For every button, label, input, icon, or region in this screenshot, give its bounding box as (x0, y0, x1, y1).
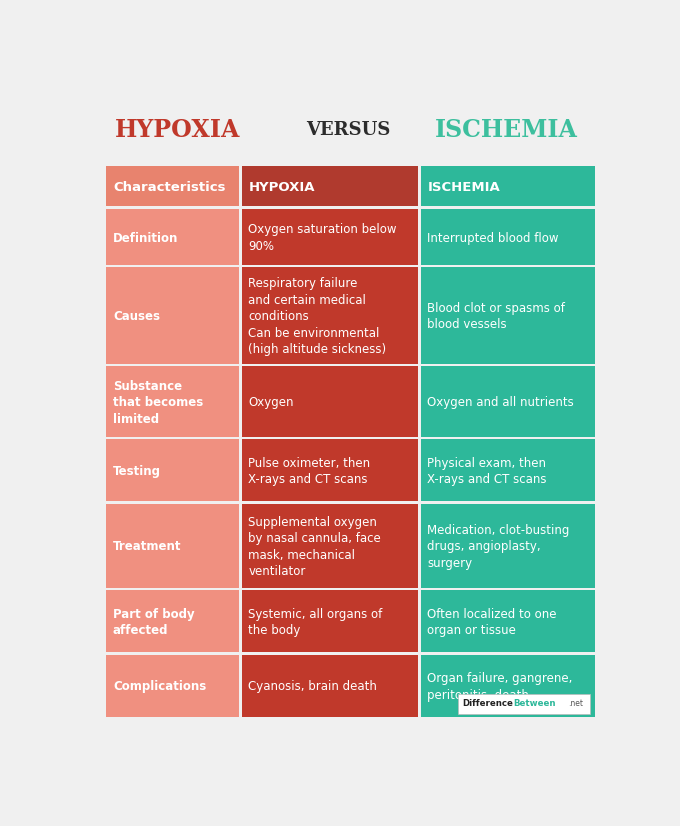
Bar (241, 267, 418, 363)
Bar (421, 209, 595, 264)
Text: Organ failure, gangrene,
peritonitis, death: Organ failure, gangrene, peritonitis, de… (428, 672, 573, 702)
Bar (106, 504, 239, 587)
Text: Characteristics: Characteristics (113, 181, 226, 194)
Text: HYPOXIA: HYPOXIA (248, 181, 315, 194)
Bar (421, 504, 595, 587)
Text: .net: .net (568, 700, 583, 709)
Text: HYPOXIA: HYPOXIA (114, 117, 240, 141)
Text: Cyanosis, brain death: Cyanosis, brain death (248, 681, 377, 694)
Text: Physical exam, then
X-rays and CT scans: Physical exam, then X-rays and CT scans (428, 457, 547, 487)
Bar (241, 366, 418, 437)
Text: Blood clot or spasms of
blood vessels: Blood clot or spasms of blood vessels (428, 301, 565, 331)
Text: Oxygen: Oxygen (248, 396, 294, 409)
Text: Definition: Definition (113, 231, 178, 244)
Bar (241, 166, 418, 206)
Bar (421, 590, 595, 652)
Text: Causes: Causes (113, 310, 160, 323)
Bar (241, 504, 418, 587)
Text: Difference: Difference (462, 700, 513, 709)
Bar (458, 694, 590, 714)
Bar (241, 590, 418, 652)
Text: Interrupted blood flow: Interrupted blood flow (428, 231, 559, 244)
Text: Part of body
affected: Part of body affected (113, 608, 194, 637)
Bar (106, 366, 239, 437)
Text: Treatment: Treatment (113, 540, 182, 553)
Bar (421, 439, 595, 501)
Text: Respiratory failure
and certain medical
conditions
Can be environmental
(high al: Respiratory failure and certain medical … (248, 277, 386, 356)
Text: Systemic, all organs of
the body: Systemic, all organs of the body (248, 608, 383, 637)
Bar (421, 366, 595, 437)
Bar (106, 209, 239, 264)
Bar (106, 267, 239, 363)
Bar (421, 267, 595, 363)
Text: Medication, clot-busting
drugs, angioplasty,
surgery: Medication, clot-busting drugs, angiopla… (428, 524, 570, 570)
Bar (106, 590, 239, 652)
Text: Between: Between (513, 700, 556, 709)
Text: ISCHEMIA: ISCHEMIA (428, 181, 500, 194)
Text: Pulse oximeter, then
X-rays and CT scans: Pulse oximeter, then X-rays and CT scans (248, 457, 371, 487)
Text: Substance
that becomes
limited: Substance that becomes limited (113, 380, 203, 425)
Text: Oxygen and all nutrients: Oxygen and all nutrients (428, 396, 574, 409)
Bar (241, 439, 418, 501)
Text: Often localized to one
organ or tissue: Often localized to one organ or tissue (428, 608, 557, 637)
Text: Oxygen saturation below
90%: Oxygen saturation below 90% (248, 223, 397, 253)
Text: ISCHEMIA: ISCHEMIA (435, 117, 578, 141)
Bar (106, 166, 239, 206)
Bar (421, 655, 595, 717)
Text: Complications: Complications (113, 681, 206, 694)
Bar (106, 655, 239, 717)
Bar (241, 655, 418, 717)
Bar (421, 166, 595, 206)
Bar (241, 209, 418, 264)
Bar (106, 439, 239, 501)
Text: VERSUS: VERSUS (306, 121, 391, 139)
Text: Testing: Testing (113, 465, 161, 478)
Text: Supplemental oxygen
by nasal cannula, face
mask, mechanical
ventilator: Supplemental oxygen by nasal cannula, fa… (248, 515, 381, 578)
